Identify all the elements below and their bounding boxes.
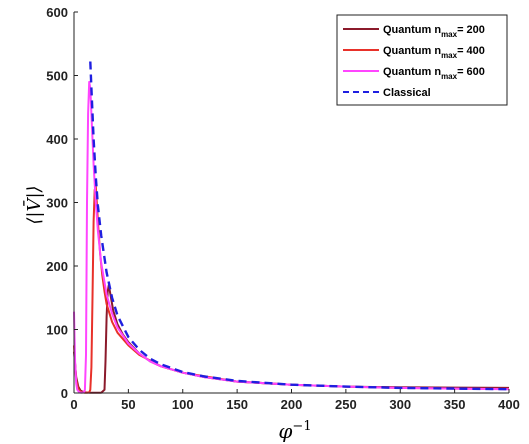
y-tick-label: 600 <box>46 5 68 20</box>
x-axis-label: φ−1 <box>278 419 311 443</box>
x-tick-label: 50 <box>121 397 135 412</box>
legend-label: Classical <box>383 87 431 99</box>
x-axis-label-main: φ <box>278 419 292 443</box>
series-line-2 <box>73 185 510 394</box>
series-line-4 <box>89 61 510 391</box>
x-tick-label: 150 <box>226 397 248 412</box>
x-tick-label: 300 <box>389 397 411 412</box>
y-axis-label: ⟨|V̄|⟩ <box>22 185 45 224</box>
y-tick-label: 500 <box>46 69 68 84</box>
series-line-3 <box>73 80 510 394</box>
x-tick-label: 250 <box>335 397 357 412</box>
y-tick-label: 100 <box>46 323 68 338</box>
series-line-1 <box>73 284 510 394</box>
legend-label: Quantum nmax= 200 <box>383 24 485 39</box>
legend-label: Quantum nmax= 400 <box>383 45 485 60</box>
x-tick-label: 350 <box>444 397 466 412</box>
legend-label: Quantum nmax= 600 <box>383 66 485 81</box>
x-tick-label: 400 <box>498 397 520 412</box>
x-axis-label-superscript: −1 <box>292 419 311 434</box>
x-tick-label: 200 <box>281 397 303 412</box>
x-tick-label: 100 <box>172 397 194 412</box>
x-tick-label: 0 <box>70 397 77 412</box>
plot-lines <box>73 61 510 394</box>
y-tick-label: 300 <box>46 196 68 211</box>
y-tick-label: 400 <box>46 132 68 147</box>
y-tick-label: 0 <box>61 386 68 401</box>
y-tick-label: 200 <box>46 259 68 274</box>
legend: Quantum nmax= 200 Quantum nmax= 400 Quantu… <box>336 14 508 106</box>
tick-labels: 0 50 100 150 200 250 300 350 400 0 100 200 300 400 500… <box>46 5 520 412</box>
axes <box>73 11 510 394</box>
